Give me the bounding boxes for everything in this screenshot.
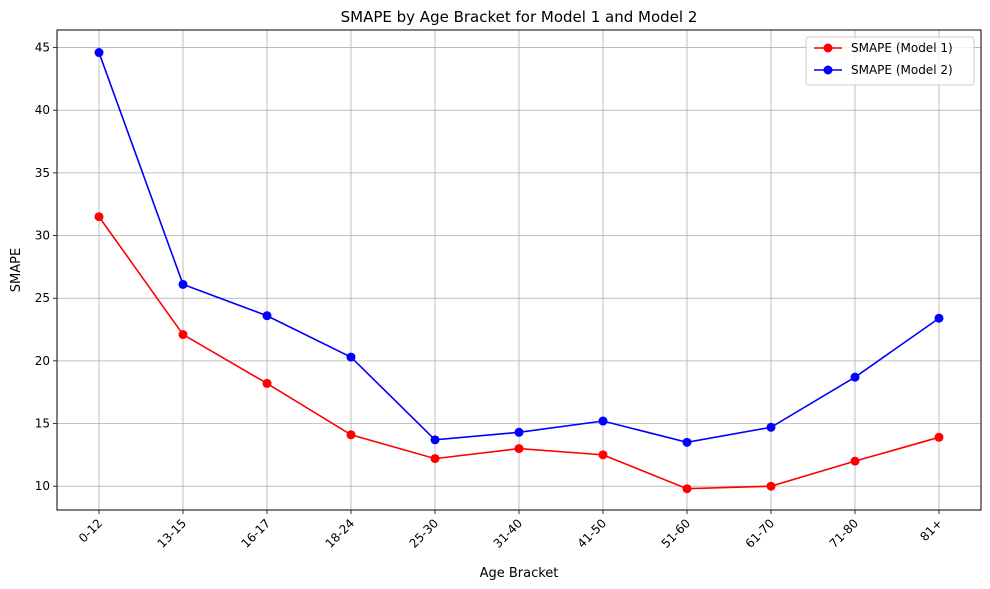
series-2-point	[514, 427, 524, 437]
y-tick-label: 45	[35, 41, 50, 55]
series-2-point	[682, 437, 692, 447]
x-axis: 0-12 13-15 16-17 18-24 25-30 31-40 41-50 51-60 6…	[76, 510, 945, 551]
series-2-point	[430, 435, 440, 445]
y-axis: 10 15 20 25 30 35 40 45	[35, 41, 57, 493]
legend-label-1: SMAPE (Model 1)	[851, 41, 953, 55]
legend: SMAPE (Model 1) SMAPE (Model 2)	[805, 36, 975, 86]
x-tick-label: 25-30	[407, 516, 442, 551]
x-tick-label: 31-40	[491, 516, 526, 551]
series-1-point	[262, 378, 272, 388]
series-2-point	[94, 48, 104, 58]
x-tick-label: 81+	[917, 516, 945, 544]
legend-marker-2	[823, 65, 833, 75]
series-2-point	[766, 422, 776, 432]
x-tick-label: 51-60	[659, 516, 694, 551]
series-1-point	[178, 330, 188, 340]
legend-label-2: SMAPE (Model 2)	[851, 63, 953, 77]
y-axis-label: SMAPE	[9, 248, 24, 292]
x-tick-label: 41-50	[575, 516, 610, 551]
series-2	[94, 48, 944, 447]
chart-title: SMAPE by Age Bracket for Model 1 and Mod…	[341, 8, 698, 26]
series-1-point	[94, 212, 104, 222]
series-1-point	[598, 450, 608, 460]
y-tick-label: 30	[35, 229, 50, 243]
y-tick-label: 40	[35, 103, 50, 117]
legend-marker-1	[823, 43, 833, 53]
series-1-point	[514, 444, 524, 454]
series-2-point	[934, 313, 944, 323]
grid	[57, 30, 981, 510]
y-tick-label: 35	[35, 166, 50, 180]
series-1-point	[682, 484, 692, 494]
x-tick-label: 13-15	[155, 516, 190, 551]
x-axis-label: Age Bracket	[480, 566, 559, 581]
series-1-point	[850, 456, 860, 466]
y-tick-label: 15	[35, 417, 50, 431]
series-2-point	[850, 372, 860, 382]
x-tick-label: 16-17	[239, 516, 274, 551]
series-1-point	[430, 454, 440, 464]
y-tick-label: 10	[35, 479, 50, 493]
series-2-point	[262, 311, 272, 321]
x-tick-label: 0-12	[76, 516, 105, 545]
legend-box	[805, 36, 975, 86]
y-tick-label: 20	[35, 354, 50, 368]
x-tick-label: 71-80	[827, 516, 862, 551]
x-tick-label: 18-24	[323, 516, 358, 551]
series-2-point	[178, 279, 188, 289]
y-tick-label: 25	[35, 291, 50, 305]
series-2-point	[346, 352, 356, 362]
x-tick-label: 61-70	[743, 516, 778, 551]
series-layer	[94, 48, 944, 494]
series-1-point	[766, 481, 776, 491]
series-1-point	[934, 432, 944, 442]
series-2-point	[598, 416, 608, 426]
series-1-point	[346, 430, 356, 440]
series-1	[94, 212, 944, 494]
